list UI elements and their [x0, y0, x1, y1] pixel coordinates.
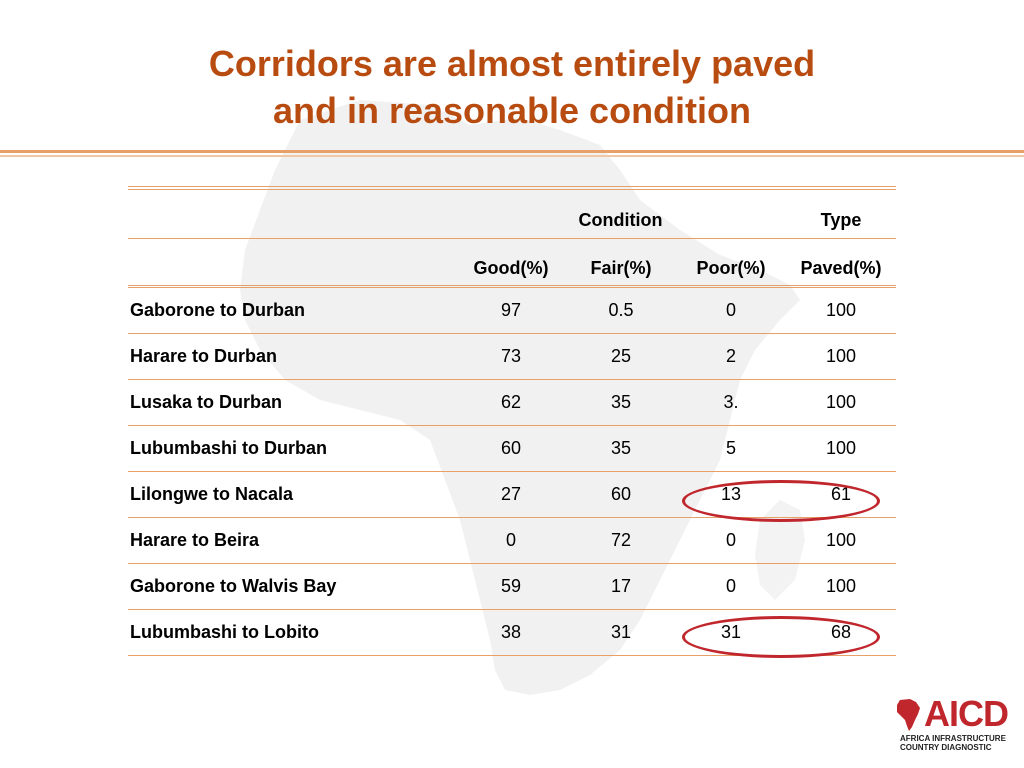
logo-subtitle-line-1: AFRICA INFRASTRUCTURE [900, 734, 1006, 743]
highlight-oval-lilongwe [682, 480, 880, 522]
cell-paved: 100 [825, 346, 857, 366]
cell-poor: 0 [725, 300, 736, 320]
aicd-logo: AICD AFRICA INFRASTRUCTURE COUNTRY DIAGN… [896, 693, 1009, 758]
table-row: Lusaka to Durban 62 35 3. 100 [128, 380, 896, 426]
header-paved: Paved(%) [800, 257, 882, 278]
cell-paved: 100 [825, 576, 857, 596]
table-column-header-row: Good(%) Fair(%) Poor(%) Paved(%) [128, 239, 896, 288]
logo-subtitle: AFRICA INFRASTRUCTURE COUNTRY DIAGNOSTIC [900, 734, 1008, 752]
corridor-name: Harare to Beira [130, 530, 260, 550]
cell-fair: 35 [610, 438, 632, 458]
header-fair: Fair(%) [590, 257, 652, 278]
cell-paved: 100 [825, 530, 857, 550]
cell-poor: 5 [725, 438, 736, 458]
cell-fair: 31 [610, 622, 632, 642]
cell-fair: 35 [610, 392, 632, 412]
madagascar-shape [755, 500, 805, 600]
header-condition: Condition [578, 209, 663, 230]
cell-good: 60 [500, 438, 522, 458]
header-good: Good(%) [473, 257, 549, 278]
cell-poor: 0 [725, 576, 736, 596]
cell-fair: 0.5 [608, 300, 634, 320]
corridor-name: Lubumbashi to Lobito [130, 622, 319, 642]
table-row: Lubumbashi to Durban 60 35 5 100 [128, 426, 896, 472]
highlight-oval-lubumbashi-lobito [682, 616, 880, 658]
corridor-name: Harare to Durban [130, 346, 278, 366]
cell-paved: 100 [825, 392, 857, 412]
cell-poor: 0 [725, 530, 736, 550]
cell-fair: 72 [610, 530, 632, 550]
table-row: Harare to Beira 0 72 0 100 [128, 518, 896, 564]
logo-text: AICD [924, 693, 1009, 734]
cell-fair: 60 [610, 484, 632, 504]
cell-poor: 3. [723, 392, 739, 412]
corridor-table: Condition Type Good(%) Fair(%) Poor(%) P… [128, 186, 896, 656]
corridor-name: Lilongwe to Nacala [130, 484, 294, 504]
corridor-name: Gaborone to Durban [130, 300, 305, 320]
corridor-name: Lusaka to Durban [130, 392, 283, 412]
cell-good: 38 [500, 622, 522, 642]
corridor-name: Gaborone to Walvis Bay [130, 576, 337, 596]
logo-mark: AICD [896, 693, 1009, 734]
cell-good: 0 [505, 530, 516, 550]
cell-good: 97 [500, 300, 522, 320]
title-divider-secondary [0, 155, 1024, 157]
header-type: Type [820, 209, 862, 230]
header-poor: Poor(%) [696, 257, 766, 278]
table-top-border [128, 186, 896, 190]
table-row: Harare to Durban 73 25 2 100 [128, 334, 896, 380]
cell-good: 73 [500, 346, 522, 366]
africa-map-shape [240, 100, 800, 695]
cell-good: 62 [500, 392, 522, 412]
table-group-header-row: Condition Type [128, 190, 896, 239]
cell-good: 59 [500, 576, 522, 596]
corridor-name: Lubumbashi to Durban [130, 438, 327, 458]
cell-fair: 25 [610, 346, 632, 366]
logo-subtitle-line-2: COUNTRY DIAGNOSTIC [900, 743, 992, 752]
cell-good: 27 [500, 484, 522, 504]
title-line-1: Corridors are almost entirely paved [208, 43, 816, 84]
cell-paved: 100 [825, 438, 857, 458]
cell-fair: 17 [610, 576, 632, 596]
cell-poor: 2 [725, 346, 736, 366]
table-row: Gaborone to Durban 97 0.5 0 100 [128, 288, 896, 334]
cell-paved: 100 [825, 300, 857, 320]
africa-map-icon [897, 699, 920, 731]
title-line-2: and in reasonable condition [272, 90, 752, 131]
page-title: Corridors are almost entirely paved and … [0, 40, 1024, 134]
title-divider [0, 150, 1024, 153]
table-row: Gaborone to Walvis Bay 59 17 0 100 [128, 564, 896, 610]
